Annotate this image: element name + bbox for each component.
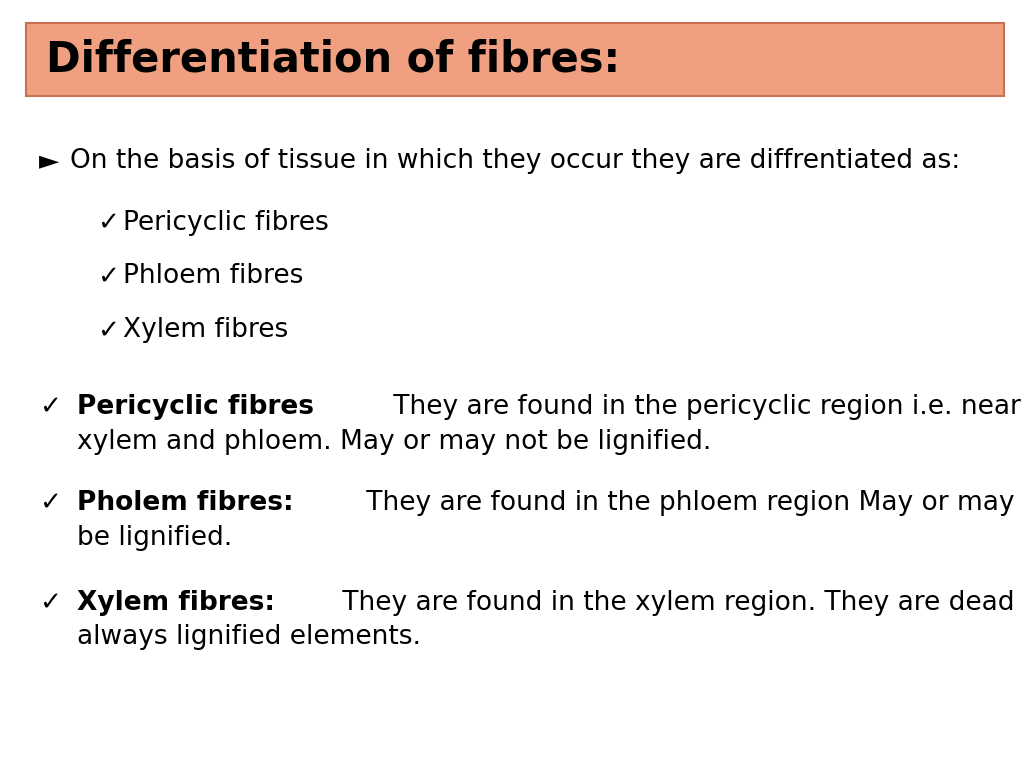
Text: ✓: ✓ xyxy=(39,590,61,616)
Text: ✓: ✓ xyxy=(97,210,120,236)
Text: They are found in the pericyclic region i.e. near: They are found in the pericyclic region … xyxy=(385,394,1021,420)
Text: Pholem fibres:: Pholem fibres: xyxy=(77,490,294,516)
Text: ✓: ✓ xyxy=(39,490,61,516)
Text: Xylem fibres: Xylem fibres xyxy=(123,317,288,343)
Text: ✓: ✓ xyxy=(97,317,120,343)
Text: Differentiation of fibres:: Differentiation of fibres: xyxy=(46,39,621,81)
FancyBboxPatch shape xyxy=(26,23,1004,96)
Text: ►: ► xyxy=(39,148,59,174)
Text: Phloem fibres: Phloem fibres xyxy=(123,263,303,290)
Text: xylem and phloem. May or may not be lignified.: xylem and phloem. May or may not be lign… xyxy=(77,429,712,455)
Text: They are found in the phloem region May or may not: They are found in the phloem region May … xyxy=(358,490,1024,516)
Text: be lignified.: be lignified. xyxy=(77,525,232,551)
Text: Pericyclic fibres: Pericyclic fibres xyxy=(77,394,313,420)
Text: They are found in the xylem region. They are dead and: They are found in the xylem region. They… xyxy=(334,590,1024,616)
Text: Xylem fibres:: Xylem fibres: xyxy=(77,590,274,616)
Text: ✓: ✓ xyxy=(39,394,61,420)
Text: On the basis of tissue in which they occur they are diffrentiated as:: On the basis of tissue in which they occ… xyxy=(70,148,959,174)
Text: Pericyclic fibres: Pericyclic fibres xyxy=(123,210,329,236)
Text: ✓: ✓ xyxy=(97,263,120,290)
Text: always lignified elements.: always lignified elements. xyxy=(77,624,421,650)
